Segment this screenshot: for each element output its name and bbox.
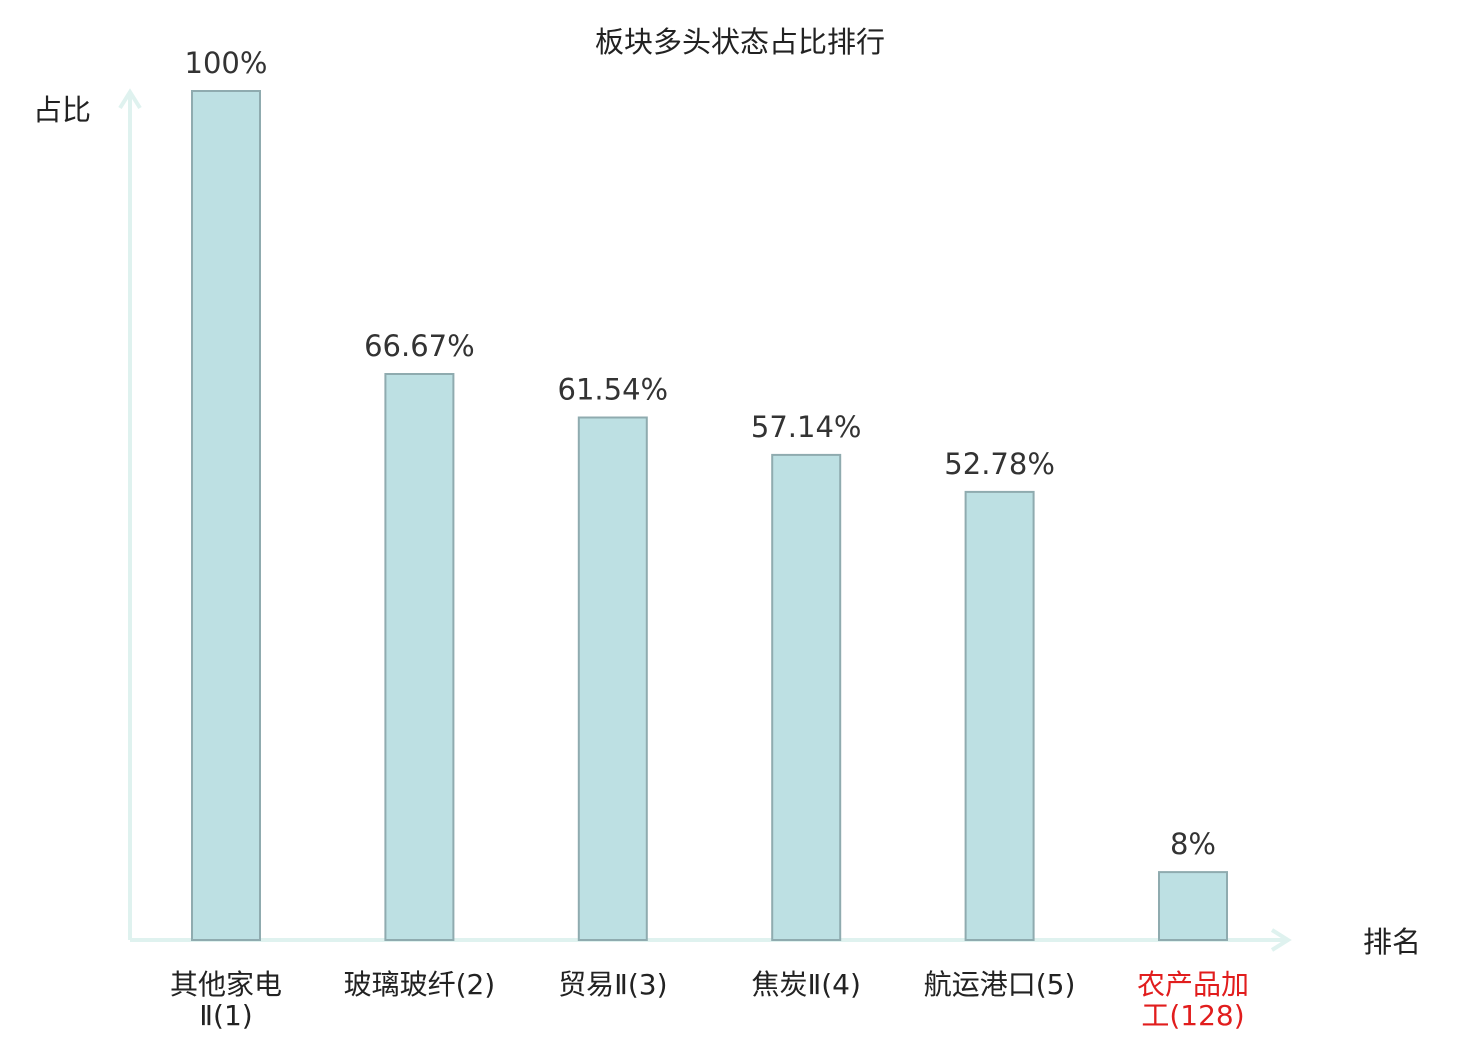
bar [771, 453, 842, 941]
x-tick-label: 其他家电 [170, 968, 282, 1001]
bar [1158, 871, 1228, 941]
x-tick-label: 农产品加 [1137, 968, 1249, 1001]
bars [191, 90, 1228, 941]
bar [384, 373, 455, 941]
bar [577, 416, 648, 941]
value-labels: 100% 66.67% 61.54% 57.14% 52.78% 8% [185, 46, 1216, 861]
value-label: 52.78% [944, 447, 1055, 481]
bar [964, 490, 1035, 941]
value-label: 66.67% [364, 329, 475, 363]
x-tick-label: Ⅱ(1) [199, 999, 252, 1032]
value-label: 8% [1170, 827, 1216, 861]
axes [118, 88, 1292, 952]
x-tick-label: 焦炭Ⅱ(4) [751, 968, 860, 1001]
y-axis-arrow-icon [118, 88, 142, 110]
x-tick-label: 贸易Ⅱ(3) [558, 968, 667, 1001]
x-tick-label: 航运港口(5) [924, 968, 1076, 1001]
y-axis-label: 占比 [33, 93, 91, 127]
bar [191, 90, 261, 941]
x-axis-label: 排名 [1363, 925, 1421, 959]
x-tick-label: 玻璃玻纤(2) [344, 968, 496, 1001]
value-label: 57.14% [751, 410, 862, 444]
x-axis-arrow-icon [1270, 928, 1292, 952]
x-tick-label: 工(128) [1141, 999, 1244, 1032]
chart-title: 板块多头状态占比排行 [595, 25, 885, 59]
value-label: 61.54% [558, 373, 669, 407]
value-label: 100% [185, 46, 268, 80]
